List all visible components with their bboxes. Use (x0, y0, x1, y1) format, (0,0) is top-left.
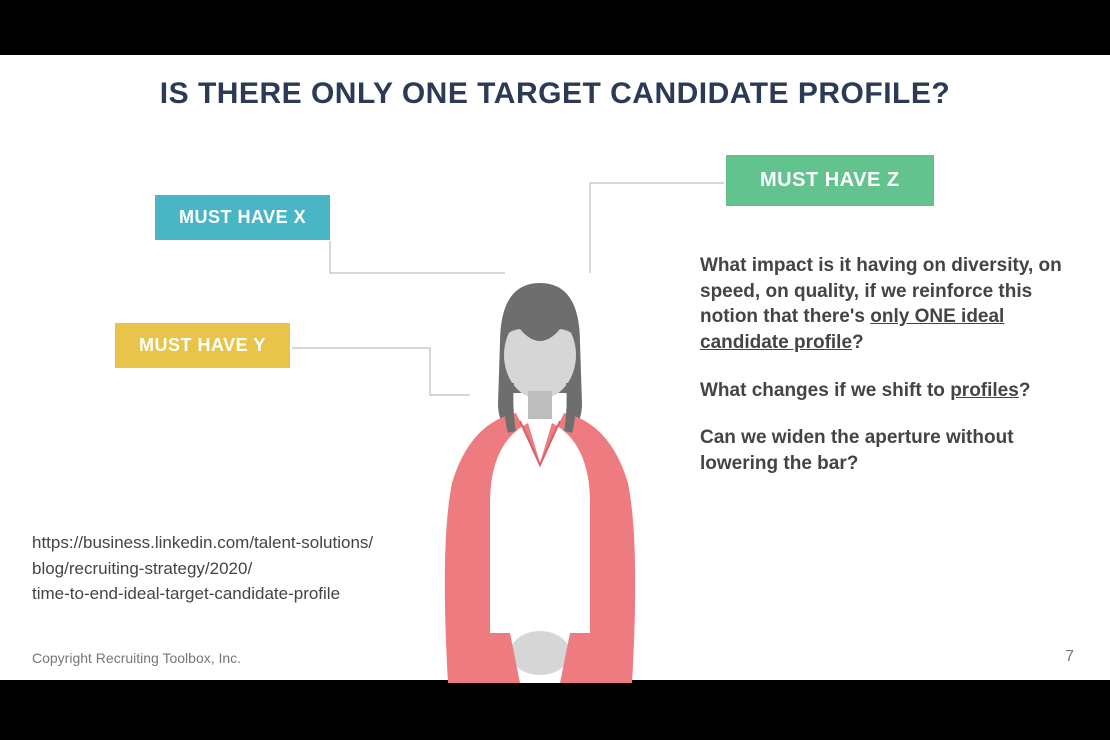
url-line-3: time-to-end-ideal-target-candidate-profi… (32, 581, 432, 607)
q2-prefix: What changes if we shift to (700, 380, 950, 401)
question-3: Can we widen the aperture without loweri… (700, 425, 1080, 476)
question-2: What changes if we shift to profiles? (700, 378, 1080, 404)
q2-suffix: ? (1019, 380, 1031, 401)
question-1: What impact is it having on diversity, o… (700, 253, 1080, 356)
tag-must-have-z: MUST HAVE Z (726, 155, 934, 206)
q1-suffix: ? (852, 332, 864, 353)
url-line-1: https://business.linkedin.com/talent-sol… (32, 530, 432, 556)
url-line-2: blog/recruiting-strategy/2020/ (32, 556, 432, 582)
slide: IS THERE ONLY ONE TARGET CANDIDATE PROFI… (0, 55, 1110, 680)
page-number: 7 (1065, 648, 1074, 666)
source-url: https://business.linkedin.com/talent-sol… (32, 530, 432, 607)
tag-must-have-y: MUST HAVE Y (115, 323, 290, 368)
question-block: What impact is it having on diversity, o… (700, 253, 1080, 498)
slide-title: IS THERE ONLY ONE TARGET CANDIDATE PROFI… (0, 77, 1110, 111)
q2-underlined: profiles (950, 380, 1019, 401)
person-figure-icon (420, 283, 660, 683)
tag-must-have-x: MUST HAVE X (155, 195, 330, 240)
copyright-text: Copyright Recruiting Toolbox, Inc. (32, 650, 241, 666)
